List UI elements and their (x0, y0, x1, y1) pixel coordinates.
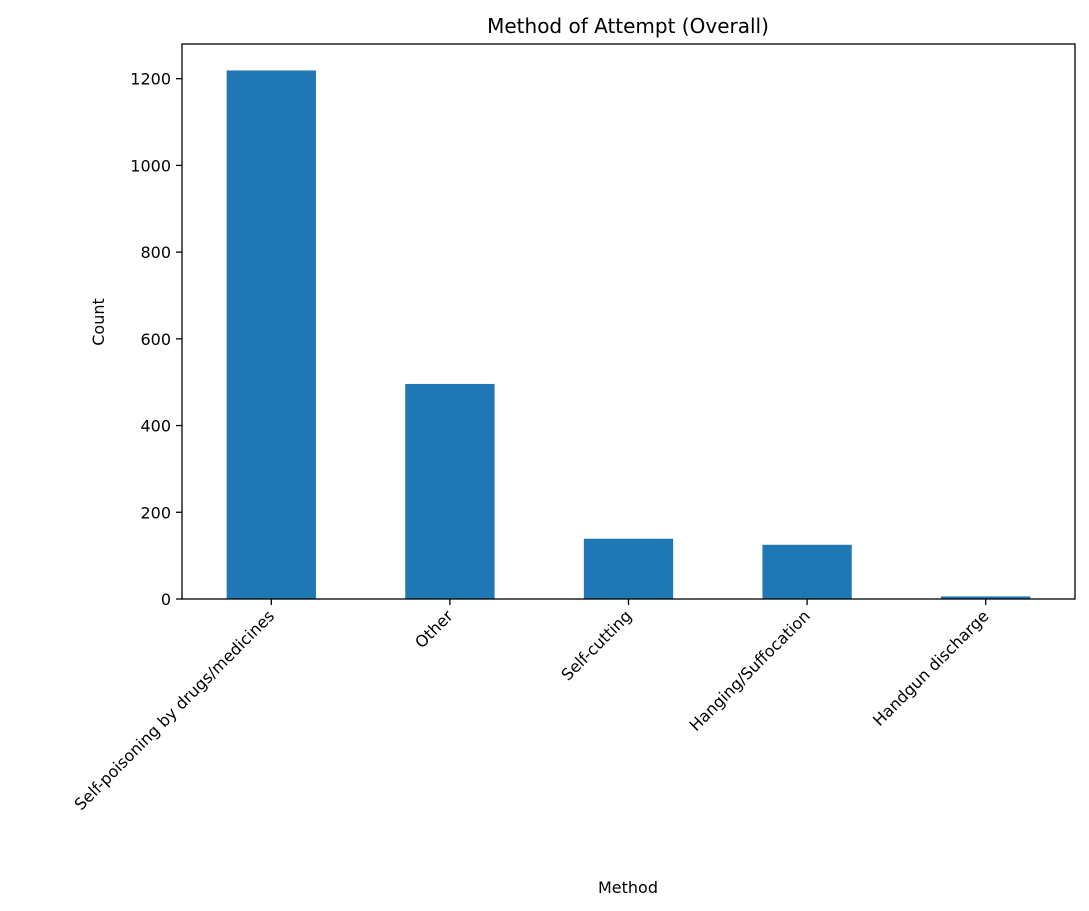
y-axis-label: Count (89, 298, 108, 346)
y-tick-label: 400 (140, 417, 171, 436)
y-tick-label: 0 (161, 590, 171, 609)
y-tick-label: 1000 (130, 156, 171, 175)
bar-0 (226, 70, 316, 599)
bar-4 (941, 596, 1031, 599)
y-tick-label: 800 (140, 243, 171, 262)
x-tick-label: Self-cutting (557, 606, 635, 684)
x-tick-label: Other (411, 606, 457, 652)
x-tick-label: Handgun discharge (869, 606, 992, 729)
x-axis: Self-poisoning by drugs/medicines Other Se… (71, 599, 993, 814)
y-tick-label: 600 (140, 330, 171, 349)
bars-layer (226, 70, 1031, 599)
y-axis: 0 200 400 600 800 1000 1200 (130, 70, 182, 609)
bar-2 (583, 538, 674, 599)
bar-1 (405, 383, 495, 599)
plot-frame (181, 43, 1076, 600)
x-tick-label: Hanging/Suffocation (686, 606, 814, 734)
x-tick-label: Self-poisoning by drugs/medicines (71, 606, 279, 814)
y-tick-label: 1200 (130, 70, 171, 89)
bar-3 (762, 544, 852, 599)
chart-title: Method of Attempt (Overall) (487, 14, 769, 38)
x-axis-label: Method (598, 878, 658, 897)
y-tick-label: 200 (140, 503, 171, 522)
